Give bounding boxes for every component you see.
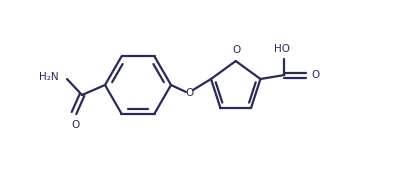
- Text: O: O: [312, 70, 320, 80]
- Text: O: O: [185, 88, 193, 98]
- Text: HO: HO: [274, 44, 290, 54]
- Text: H₂N: H₂N: [39, 72, 59, 82]
- Text: O: O: [71, 120, 79, 130]
- Text: O: O: [233, 45, 241, 55]
